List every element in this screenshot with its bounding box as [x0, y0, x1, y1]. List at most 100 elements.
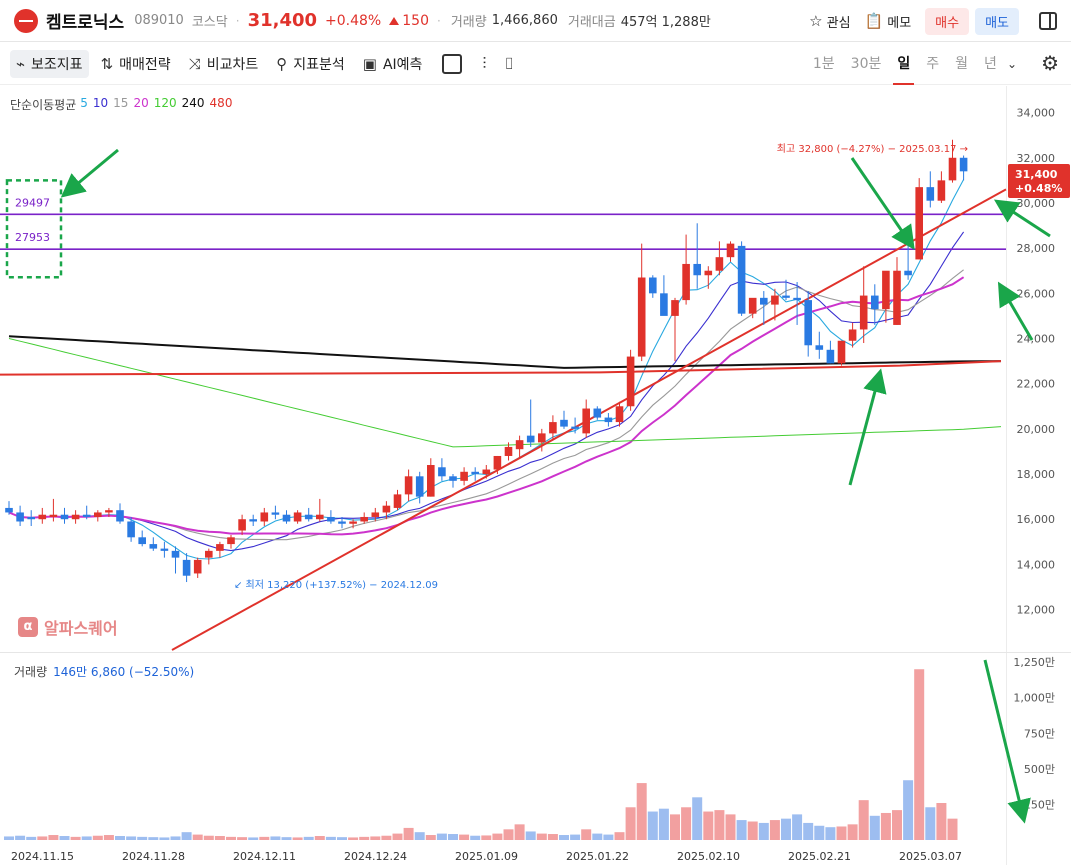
dashed-annotation-box [5, 179, 63, 279]
tab-1min[interactable]: 1분 [812, 56, 835, 72]
strategy-button[interactable]: ⇅ 매매전략 [95, 50, 177, 78]
ma-5-line [8, 179, 965, 560]
volume-bar [281, 837, 292, 840]
green-arrow-annotation [983, 659, 1031, 824]
volume-bar [81, 836, 92, 840]
candle-body [826, 349, 835, 364]
change-amount: 150 [389, 13, 429, 29]
stock-code: 089010 [134, 13, 184, 28]
candle-body [693, 263, 701, 276]
analysis-button[interactable]: ⚲ 지표분석 [270, 50, 351, 78]
indicators-button[interactable]: ⌁ 보조지표 [10, 49, 89, 78]
square-icon[interactable] [442, 53, 463, 74]
y-axis-tick-label: 26,000 [1017, 287, 1056, 300]
candle-body [804, 300, 812, 346]
analysis-icon: ⚲ [276, 54, 288, 73]
volume-bar [492, 833, 503, 840]
candle-body [549, 422, 557, 434]
x-axis-tick-label: 2024.11.15 [11, 850, 74, 863]
tab-week[interactable]: 주 [926, 56, 940, 72]
volume-bar [703, 811, 714, 840]
volume-axis-tick-label: 1,250만 [1013, 656, 1055, 669]
ma-legend-item: 240 [181, 96, 205, 110]
x-axis-tick-label: 2024.11.28 [122, 850, 185, 863]
y-axis-tick-label: 16,000 [1017, 513, 1056, 526]
compare-button[interactable]: ⤨ 비교차트 [183, 50, 265, 78]
volume-bar [681, 807, 692, 840]
volume-bar [636, 783, 647, 840]
y-axis-tick-label: 34,000 [1017, 107, 1056, 120]
volume-bar [37, 836, 48, 840]
volume-bar [226, 836, 236, 840]
volume-bar [625, 807, 636, 840]
candle-body [404, 476, 413, 495]
watch-button[interactable]: ☆ 관심 [809, 12, 850, 31]
volume-bar [359, 836, 370, 840]
volume-bar [925, 807, 936, 840]
x-axis-tick-label: 2024.12.24 [344, 850, 407, 863]
ai-button[interactable]: ▣ AI예측 [357, 50, 429, 78]
camera-icon[interactable]: ⌷ [504, 53, 515, 73]
tab-month[interactable]: 월 [955, 56, 969, 72]
volume-bar [70, 836, 81, 840]
stock-header: 켐트로닉스 089010 코스닥 · 31,400 +0.48% 150 · 거… [0, 0, 1071, 42]
low-annotation: ↙ 최저 13,220 (+137.52%) − 2024.12.09 [234, 579, 438, 591]
candle-body [282, 514, 291, 522]
candle-body [360, 516, 368, 522]
compare-label: 비교차트 [206, 56, 259, 73]
candle-body [737, 245, 746, 314]
side-panel-icon[interactable] [1039, 12, 1057, 30]
volume-bar [736, 820, 747, 840]
volume-bar [525, 831, 536, 840]
buy-button[interactable]: 매수 [925, 7, 970, 35]
candle-body [149, 544, 158, 549]
volume-bar [92, 835, 103, 840]
volume-bar [470, 835, 481, 840]
x-axis-tick-label: 2025.03.07 [899, 850, 962, 863]
volume-legend: 거래량 146만 6,860 (−52.50%) [14, 663, 194, 680]
tab-30min[interactable]: 30분 [850, 56, 882, 72]
sell-button[interactable]: 매도 [975, 7, 1019, 35]
volume-legend-label: 거래량 [14, 665, 48, 679]
market-name: 코스닥 [191, 15, 228, 30]
candle-body [460, 471, 468, 481]
candle-body [882, 270, 890, 310]
volume-bar [292, 837, 303, 840]
chevron-down-icon[interactable]: ⌄ [1006, 57, 1017, 71]
stock-name[interactable]: 켐트로닉스 [46, 13, 125, 33]
candle-body [304, 514, 313, 520]
volume-bar [614, 832, 625, 840]
candle-body [660, 293, 668, 316]
period-tabs: 1분 30분 일 주 월 년 ⌄ [797, 43, 1017, 85]
volume-bar [137, 836, 148, 840]
tab-year[interactable]: 년 [984, 56, 997, 72]
green-arrow-annotation [997, 281, 1034, 341]
green-arrow-annotation [60, 148, 119, 198]
candle-body [848, 329, 857, 341]
green-arrow-annotation [848, 368, 887, 486]
separator-dot: · [235, 13, 240, 28]
y-axis-tick-label: 12,000 [1017, 604, 1056, 617]
analysis-label: 지표분석 [293, 56, 345, 73]
volume-bar [303, 836, 314, 840]
indicators-label: 보조지표 [31, 56, 83, 73]
memo-button[interactable]: 📋 메모 [865, 12, 912, 31]
candle-body [49, 514, 58, 517]
candle-body [427, 465, 435, 497]
y-axis-tick-label: 28,000 [1017, 242, 1056, 255]
tab-day[interactable]: 일 [893, 43, 915, 85]
ma-legend-item: 10 [92, 96, 109, 110]
gear-icon[interactable]: ⚙ [1041, 51, 1059, 75]
candle-body [926, 187, 935, 201]
volume-bar [248, 837, 259, 840]
ma-legend: 단순이동평균 5 10 15 20 120 240 480 [10, 96, 232, 113]
volume-bar [514, 824, 525, 840]
candle-body [260, 512, 269, 522]
candle-body [593, 408, 602, 418]
price-badge-pct: +0.48% [1015, 182, 1062, 195]
volume-bar [880, 812, 891, 840]
ma-legend-item: 15 [113, 96, 129, 110]
candlestick-icon[interactable]: ⫶ [482, 53, 487, 73]
volume-bar [869, 815, 880, 840]
